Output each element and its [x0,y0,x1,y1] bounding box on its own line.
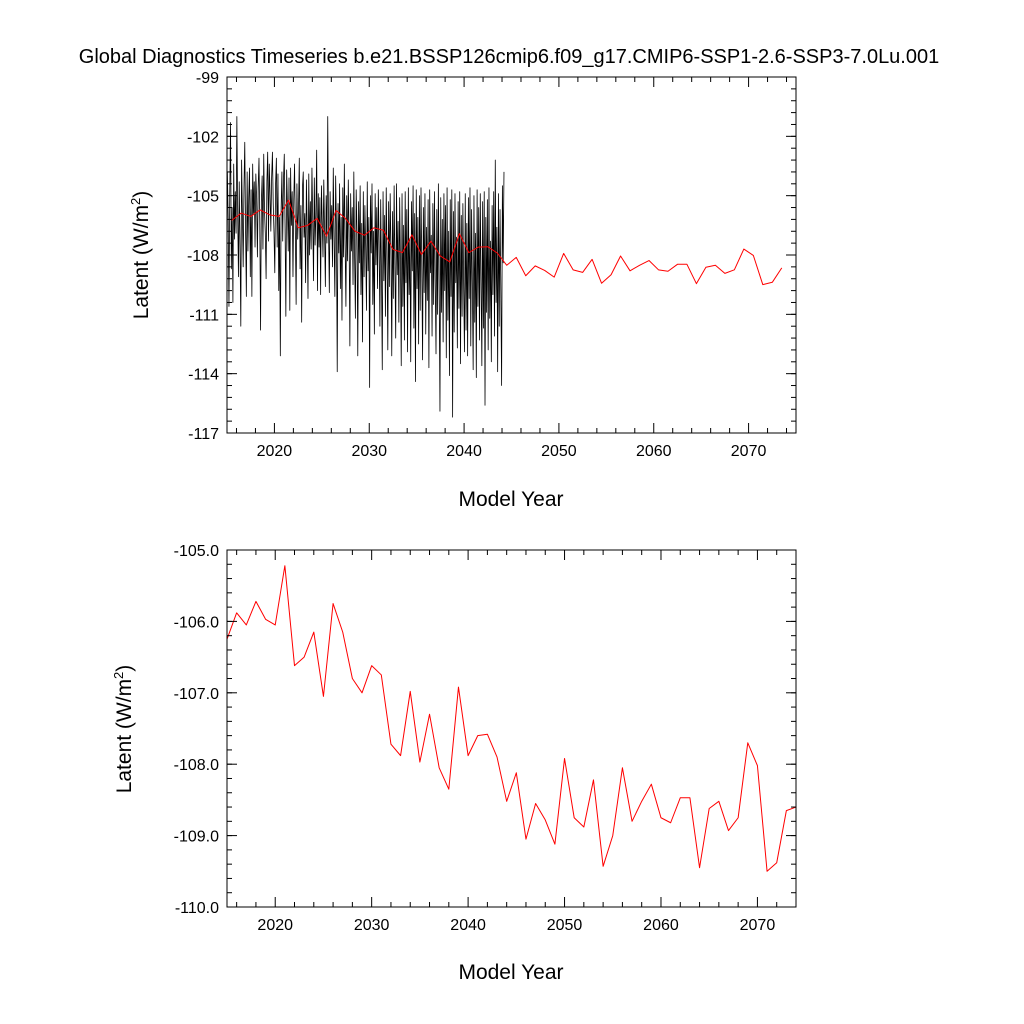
bottom-chart-series-annual-line [226,565,797,872]
bottom-chart-ticks: 2020 2030 2040 2050 2060 2070 -105.0 -106.0 -107… [174,543,797,934]
top-chart-ytick-label: -114 [188,367,219,384]
top-chart-xtick-label: 2040 [446,443,482,460]
top-chart-xtick-label: 2070 [731,443,767,460]
top-chart-xtick-label: 2050 [541,443,577,460]
top-chart-ylabel-sup: 2 [128,198,143,205]
bottom-chart-marks [226,565,797,872]
top-chart-series-monthly-line [226,116,505,418]
bottom-chart-ylabel-close: ) [113,665,136,672]
bottom-chart-xtick-label: 2070 [740,917,776,934]
bottom-chart-ylabel-main: Latent (W/m [113,679,136,793]
bottom-chart-xlabel: Model Year [458,961,563,984]
bottom-chart-ytick-label: -110.0 [175,900,219,917]
bottom-chart-ytick-label: -107.0 [174,686,219,703]
top-chart-panel: 2020 2030 2040 2050 2060 2070 -99 -102 -105 -108 -… [128,70,797,511]
top-chart-xtick-label: 2060 [636,443,672,460]
bottom-chart-frame [226,549,797,908]
bottom-chart-ytick-label: -105.0 [174,543,219,560]
top-chart-ylabel: Latent (W/m2) [128,191,153,320]
top-chart-ytick-label: -105 [187,189,219,206]
bottom-chart-xtick-label: 2030 [354,917,390,934]
figure-title: Global Diagnostics Timeseries b.e21.BSSP… [79,46,939,68]
top-chart-ytick-label: -111 [189,307,219,324]
top-chart-ticks: 2020 2030 2040 2050 2060 2070 -99 -102 -105 -108 -… [187,70,796,460]
top-chart-ytick-label: -102 [187,129,219,146]
bottom-chart-ytick-label: -108.0 [174,757,219,774]
bottom-chart-xtick-label: 2060 [643,917,679,934]
top-chart-ytick-label: -108 [187,248,219,265]
top-chart-ylabel-close: ) [130,191,153,198]
bottom-chart-xtick-label: 2050 [547,917,583,934]
top-chart-marks [226,116,783,418]
bottom-chart-xtick-label: 2040 [450,917,486,934]
top-chart-ytick-label: -99 [196,70,219,87]
bottom-chart-xtick-label: 2020 [257,917,293,934]
top-chart-xtick-label: 2020 [257,443,293,460]
top-chart-xtick-label: 2030 [351,443,387,460]
top-chart-ytick-label: -117 [188,426,219,443]
top-chart-ylabel-main: Latent (W/m [130,205,153,319]
top-chart-xlabel: Model Year [458,488,563,511]
bottom-chart-ytick-label: -106.0 [174,614,219,631]
bottom-chart-ylabel-sup: 2 [111,672,126,679]
bottom-chart-panel: 2020 2030 2040 2050 2060 2070 -105.0 -106.0 -107… [111,543,797,984]
top-chart-frame [226,76,797,434]
bottom-chart-ylabel: Latent (W/m2) [111,665,136,794]
top-chart-series-annual-line [231,199,783,286]
bottom-chart-ytick-label: -109.0 [174,829,219,846]
